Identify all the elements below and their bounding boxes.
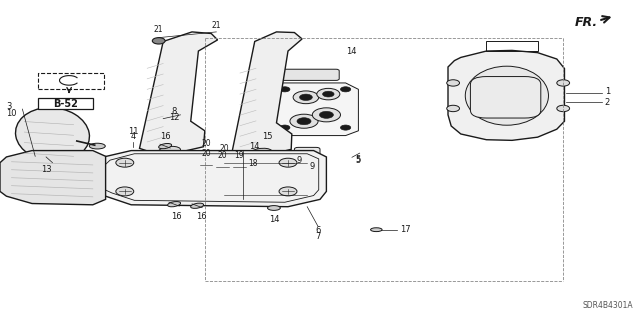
- Circle shape: [557, 80, 570, 86]
- Text: 12: 12: [169, 113, 179, 122]
- Text: 5: 5: [355, 156, 360, 165]
- FancyBboxPatch shape: [228, 162, 251, 173]
- Text: 16: 16: [171, 212, 181, 221]
- Circle shape: [152, 38, 165, 44]
- Text: 16: 16: [160, 132, 170, 141]
- Text: 9: 9: [296, 156, 301, 165]
- Circle shape: [317, 88, 340, 100]
- Text: SDR4B4301A: SDR4B4301A: [583, 301, 634, 310]
- Text: 20: 20: [219, 144, 229, 153]
- Text: 20: 20: [201, 139, 211, 148]
- Ellipse shape: [465, 66, 548, 125]
- Polygon shape: [0, 151, 106, 205]
- Text: 16: 16: [196, 212, 207, 221]
- Text: 10: 10: [6, 109, 17, 118]
- Circle shape: [279, 187, 297, 196]
- Text: 14: 14: [346, 47, 356, 56]
- FancyBboxPatch shape: [211, 161, 234, 172]
- FancyBboxPatch shape: [38, 98, 93, 109]
- FancyBboxPatch shape: [195, 160, 218, 171]
- Text: 7: 7: [316, 232, 321, 241]
- Circle shape: [280, 87, 290, 92]
- Ellipse shape: [168, 202, 180, 207]
- Circle shape: [297, 118, 311, 125]
- Ellipse shape: [15, 108, 90, 162]
- Text: 15: 15: [262, 132, 273, 141]
- Polygon shape: [448, 50, 564, 140]
- Ellipse shape: [89, 143, 105, 149]
- FancyBboxPatch shape: [294, 147, 320, 160]
- Text: FR.: FR.: [575, 17, 598, 29]
- Ellipse shape: [191, 203, 204, 208]
- FancyBboxPatch shape: [275, 69, 339, 80]
- Text: 21: 21: [212, 21, 221, 30]
- Circle shape: [319, 111, 333, 118]
- Ellipse shape: [159, 146, 180, 155]
- Circle shape: [279, 158, 297, 167]
- Circle shape: [312, 108, 340, 122]
- Text: 3: 3: [6, 102, 12, 111]
- Polygon shape: [140, 32, 218, 154]
- FancyBboxPatch shape: [38, 73, 104, 89]
- Ellipse shape: [250, 148, 272, 157]
- Circle shape: [300, 94, 312, 100]
- Text: 20: 20: [201, 149, 211, 158]
- Text: 4: 4: [131, 132, 136, 141]
- FancyBboxPatch shape: [470, 77, 541, 118]
- Text: 18: 18: [248, 160, 257, 168]
- Text: 20: 20: [218, 151, 228, 160]
- Polygon shape: [232, 32, 302, 156]
- Text: 8: 8: [172, 107, 177, 115]
- Text: 1: 1: [605, 87, 610, 96]
- Circle shape: [340, 87, 351, 92]
- Text: 14: 14: [250, 142, 260, 151]
- Circle shape: [116, 187, 134, 196]
- Text: 9: 9: [310, 162, 315, 171]
- Polygon shape: [269, 83, 358, 136]
- Ellipse shape: [371, 228, 382, 232]
- Text: 13: 13: [41, 165, 51, 174]
- Circle shape: [447, 80, 460, 86]
- Circle shape: [340, 125, 351, 130]
- Circle shape: [293, 91, 319, 104]
- Text: 6: 6: [316, 226, 321, 235]
- Circle shape: [557, 105, 570, 112]
- Text: 19: 19: [234, 152, 244, 160]
- FancyBboxPatch shape: [251, 147, 286, 160]
- Text: 5: 5: [355, 155, 360, 164]
- Text: B-52: B-52: [54, 99, 78, 109]
- Text: 14: 14: [269, 215, 279, 224]
- Text: 2: 2: [605, 98, 610, 107]
- Ellipse shape: [268, 206, 280, 211]
- Ellipse shape: [159, 144, 172, 149]
- Circle shape: [280, 125, 290, 130]
- Text: 11: 11: [128, 127, 138, 136]
- Circle shape: [323, 91, 334, 97]
- Text: 21: 21: [154, 26, 163, 34]
- Text: 17: 17: [400, 225, 411, 234]
- Polygon shape: [97, 151, 326, 207]
- Circle shape: [116, 158, 134, 167]
- Circle shape: [290, 114, 318, 128]
- Circle shape: [447, 105, 460, 112]
